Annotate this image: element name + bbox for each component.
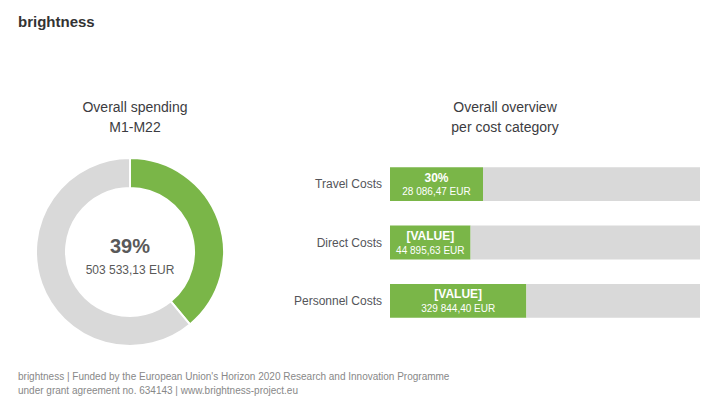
svg-text:under grant agreement no. 6341: under grant agreement no. 634143 | www.b…	[18, 385, 298, 396]
svg-text:329 844,40 EUR: 329 844,40 EUR	[421, 303, 495, 314]
svg-text:39%: 39%	[110, 235, 150, 257]
svg-text:30%: 30%	[424, 171, 448, 185]
svg-text:Travel Costs: Travel Costs	[315, 177, 382, 191]
svg-text:Direct Costs: Direct Costs	[317, 236, 382, 250]
svg-text:brightness: brightness	[18, 13, 95, 30]
svg-text:M1-M22: M1-M22	[109, 119, 161, 135]
svg-text:28 086,47 EUR: 28 086,47 EUR	[402, 186, 470, 197]
svg-text:Overall overview: Overall overview	[453, 99, 557, 115]
svg-text:[VALUE]: [VALUE]	[434, 287, 482, 301]
svg-text:Overall spending: Overall spending	[82, 99, 187, 115]
svg-text:per cost category: per cost category	[451, 119, 558, 135]
svg-text:Personnel Costs: Personnel Costs	[294, 294, 382, 308]
svg-text:503 533,13 EUR: 503 533,13 EUR	[86, 263, 175, 277]
svg-text:[VALUE]: [VALUE]	[406, 229, 454, 243]
svg-text:44 895,63 EUR: 44 895,63 EUR	[396, 245, 464, 256]
svg-text:brightness | Funded by the Eur: brightness | Funded by the European Unio…	[18, 371, 450, 382]
